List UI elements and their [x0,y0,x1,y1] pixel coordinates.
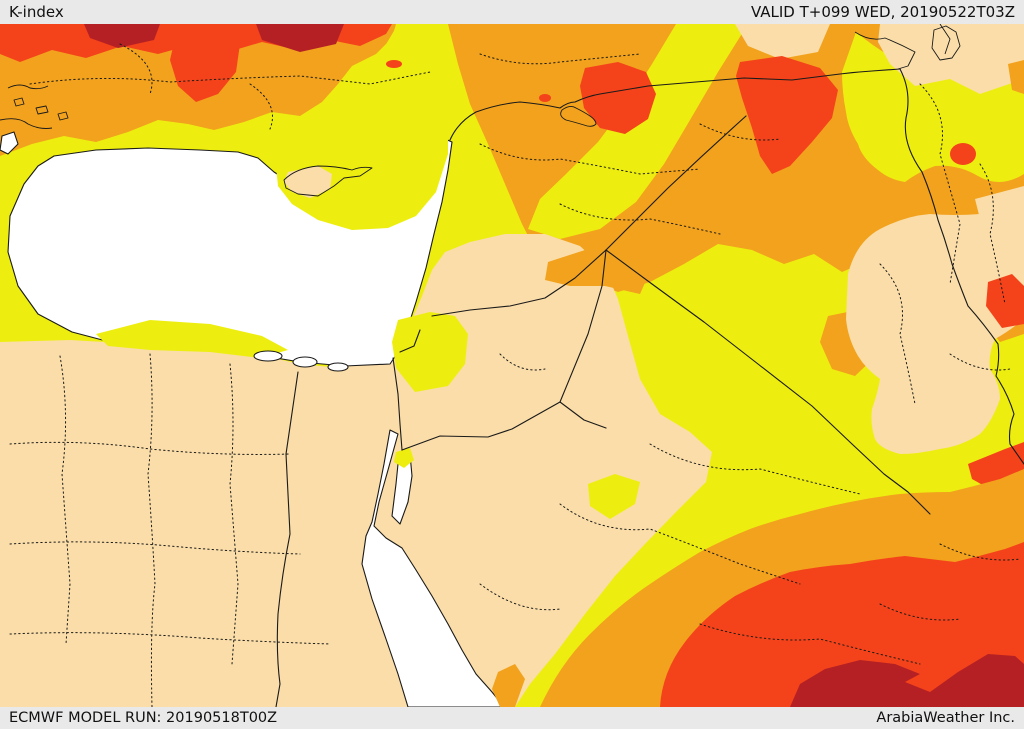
peach-top-center-right [735,24,830,59]
page-title: K-index [9,3,64,21]
red-sea [361,429,505,707]
delta-lagoon-1 [253,350,283,362]
border-israel-north [399,329,421,353]
admin-borders-dotted [9,43,1021,707]
valid-time-label: VALID T+099 WED, 20190522T03Z [750,3,1015,21]
darkred-bottom-right-core [790,654,1024,707]
red-aegean-lobe [170,30,240,102]
admin-turkey-2 [119,43,153,95]
admin-syria-2 [559,203,721,235]
admin-iran-4 [949,353,1011,371]
peach-cyprus-west [284,166,332,198]
aegean-island-3 [57,111,69,121]
aegean-coast-1 [0,118,53,129]
border-jordan-saudi-zigzag [401,401,607,451]
orange-tihama-sliver [492,664,525,707]
darkred-top-left-2 [256,24,344,52]
delta-lagoon-2 [292,356,318,368]
yellow-aqaba-spot [394,448,414,468]
admin-iran-2 [979,163,1006,305]
admin-saudi-3 [699,623,921,665]
model-run-label: ECMWF MODEL RUN: 20190518T00Z [9,710,278,726]
border-syria-iraq [605,115,747,251]
yellow-israel-patch [392,312,468,392]
border-caucasus [939,24,951,55]
admin-turkey-3 [249,83,273,130]
border-iran-west [899,68,1024,465]
yellow-nsaudi-finger [588,474,640,519]
admin-saudi-4 [479,583,561,611]
admin-iraq-1 [699,123,781,141]
yellow-coastal-tongue [96,320,288,358]
lake-urmia [931,25,961,61]
red-northeast-syria [580,62,656,134]
red-spot-anatolia-2 [386,60,402,68]
admin-iran-1 [919,83,961,285]
admin-turkey-1 [29,71,431,85]
aegean-coast-2 [7,84,49,90]
peach-iran-plateau [846,204,1024,454]
aegean-island-2 [35,105,49,115]
header-bar: K-index VALID T+099 WED, 20190522T03Z [0,0,1024,24]
border-egypt-israel [392,357,403,451]
peach-anatolia-east [878,24,1024,94]
red-bottom-right-mass [660,542,1024,707]
map-area [0,24,1024,707]
border-jordan-east [559,249,607,403]
admin-egypt-5 [9,541,301,555]
admin-turkey-4 [479,53,641,65]
admin-saudi-1 [559,503,801,585]
aegean-island-1 [13,97,25,107]
red-spot-aleppo [539,94,551,102]
admin-egypt-6 [9,632,331,645]
red-spot-iran-east [986,274,1024,328]
admin-kuwait-1 [939,543,1021,561]
admin-egypt-2 [147,353,156,707]
red-spot-iran-north [950,143,976,165]
red-northwest-iraq [736,56,838,174]
darkred-top-left-1 [84,24,160,48]
admin-jordan-1 [499,353,546,371]
delta-lagoon-3 [327,362,349,372]
cyprus-coastline [283,165,373,197]
contour-red-layer [0,24,1024,494]
kindex-contour-map [0,24,1024,707]
admin-egypt-1 [9,441,291,455]
lake-assad [560,105,597,127]
border-armenia [854,31,916,70]
admin-egypt-3 [59,355,71,645]
footer-bar: ECMWF MODEL RUN: 20190518T00Z ArabiaWeat… [0,707,1024,729]
yellow-band-syria-iraq [528,24,748,239]
admin-saudi-2 [649,443,861,495]
orange-right-edge-top [1008,60,1024,94]
brand-label: ArabiaWeather Inc. [876,710,1015,726]
orange-strip-jordan [545,250,648,294]
admin-iran-3 [879,263,916,405]
nile-river [275,371,299,707]
border-iraq-saudi [605,249,931,515]
admin-gulf-1 [879,603,961,621]
peach-egypt-arabia [0,234,712,707]
border-jordan-syria [431,249,607,317]
admin-syria-1 [479,143,701,175]
country-borders [0,24,1024,707]
admin-egypt-4 [229,363,239,665]
rhodes-island [0,131,19,155]
border-turkey-syria [449,68,901,141]
red-spot-anatolia-1 [198,81,212,91]
